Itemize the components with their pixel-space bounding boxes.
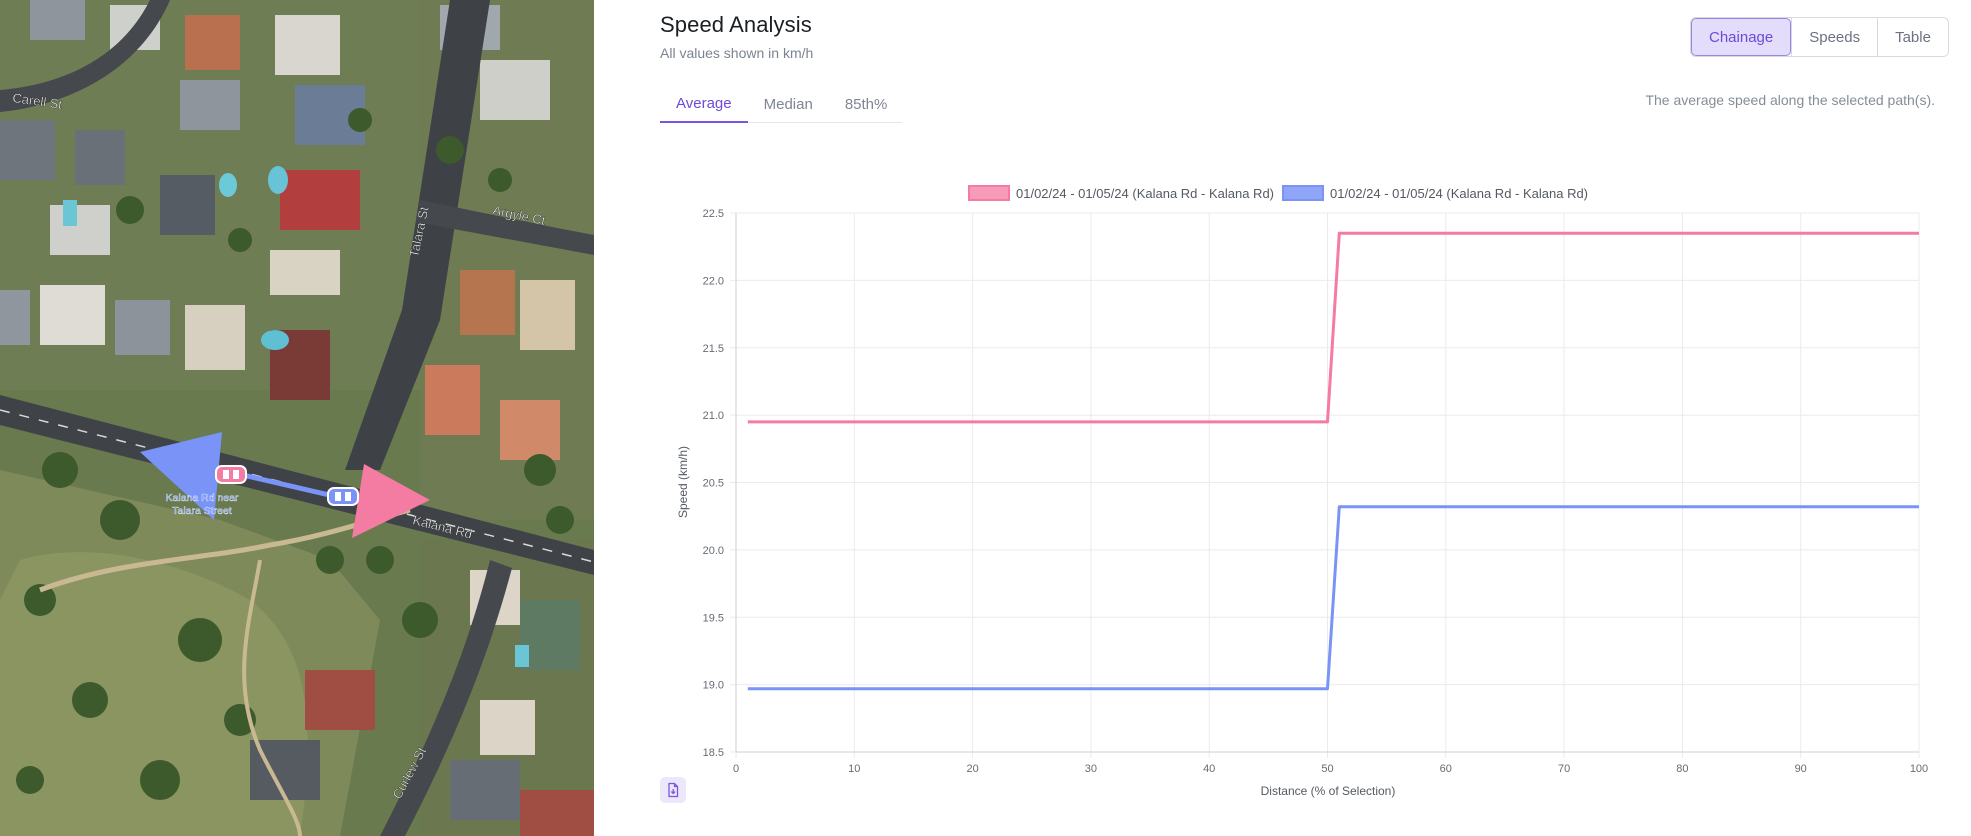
series-line-2[interactable]: [747, 505, 1919, 691]
panel-subtitle: All values shown in km/h: [660, 45, 814, 61]
x-tick-label: 50: [1321, 763, 1333, 775]
x-tick-label: 20: [966, 763, 978, 775]
legend-item-series-2[interactable]: 01/02/24 - 01/05/24 (Kalana Rd - Kalana …: [1282, 185, 1588, 201]
selected-path-line[interactable]: [229, 469, 339, 500]
table-view-button[interactable]: Table: [1877, 18, 1948, 56]
x-tick-label: 60: [1440, 763, 1452, 775]
y-tick-label: 19.5: [703, 612, 724, 624]
marker-label-line1: Kalana Rd near: [166, 492, 239, 504]
y-tick-label: 21.0: [703, 410, 724, 422]
speeds-view-button[interactable]: Speeds: [1791, 18, 1878, 56]
series-line-1[interactable]: [747, 231, 1919, 424]
y-tick-label: 18.5: [703, 747, 724, 759]
x-tick-label: 70: [1558, 763, 1570, 775]
y-tick-label: 20.5: [703, 478, 724, 490]
legend-swatch-pink: [968, 185, 1010, 201]
tab-average[interactable]: Average: [660, 86, 748, 123]
x-tick-label: 90: [1795, 763, 1807, 775]
y-tick-label: 22.0: [703, 275, 724, 287]
y-tick-label: 19.0: [703, 680, 724, 692]
legend-label-series-1: 01/02/24 - 01/05/24 (Kalana Rd - Kalana …: [1016, 185, 1275, 201]
x-axis-title: Distance (% of Selection): [1261, 784, 1396, 798]
pink-car-marker[interactable]: [215, 465, 247, 484]
x-tick-label: 40: [1203, 763, 1215, 775]
x-tick-label: 30: [1085, 763, 1097, 775]
blue-car-marker[interactable]: [327, 487, 359, 506]
legend-label-series-2: 01/02/24 - 01/05/24 (Kalana Rd - Kalana …: [1330, 185, 1589, 201]
talara-street: [345, 0, 490, 470]
x-tick-label: 10: [848, 763, 860, 775]
marker-label-line2: Talara Street: [172, 505, 232, 517]
y-tick-label: 20.0: [703, 545, 724, 557]
pools: [63, 166, 529, 667]
y-tick-label: 22.5: [703, 208, 724, 220]
x-tick-label: 100: [1910, 763, 1928, 775]
y-tick-label: 21.5: [703, 343, 724, 355]
export-button[interactable]: [660, 777, 686, 803]
metric-tabs: Average Median 85th%: [660, 86, 902, 123]
x-tick-label: 0: [733, 763, 739, 775]
tab-description: The average speed along the selected pat…: [1645, 92, 1935, 108]
panel-title: Speed Analysis: [660, 12, 812, 37]
view-toggle-group: Chainage Speeds Table: [1690, 17, 1949, 57]
chainage-view-button[interactable]: Chainage: [1691, 18, 1792, 56]
x-tick-label: 80: [1676, 763, 1688, 775]
legend-item-series-1[interactable]: 01/02/24 - 01/05/24 (Kalana Rd - Kalana …: [968, 185, 1274, 201]
pink-direction-arrow[interactable]: [352, 464, 430, 538]
satellite-map[interactable]: Carell St Talara St Argyle Ct Kalana Rd …: [0, 0, 594, 836]
legend-swatch-blue: [1282, 185, 1325, 201]
trees: [16, 108, 574, 800]
blue-direction-arrow[interactable]: [140, 432, 222, 520]
map-view[interactable]: Carell St Talara St Argyle Ct Kalana Rd …: [0, 0, 594, 836]
file-export-icon: [668, 782, 679, 798]
tab-85th-percentile[interactable]: 85th%: [844, 96, 888, 113]
street-label-carell: Carell St: [12, 90, 64, 112]
speed-chart: 0 10 20 30 40 50 60 70 80 90 100 18.5 19.0 19.5 20.0 20…: [676, 208, 1928, 798]
tab-median[interactable]: Median: [763, 96, 813, 113]
y-axis-title: Speed (km/h): [676, 446, 690, 518]
chart-legend: 01/02/24 - 01/05/24 (Kalana Rd - Kalana …: [968, 185, 1596, 201]
speed-analysis-panel: Speed Analysis All values shown in km/h …: [594, 0, 1971, 836]
